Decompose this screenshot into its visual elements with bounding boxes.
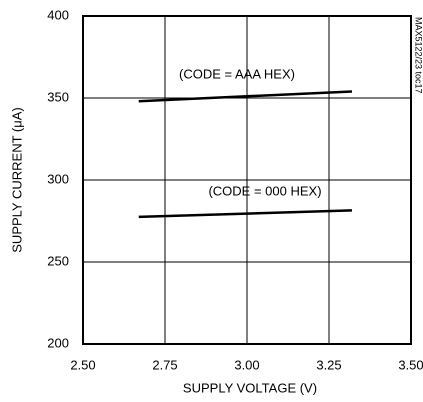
x-tick-label: 2.75 bbox=[152, 357, 177, 372]
x-tick-label: 3.50 bbox=[398, 357, 423, 372]
y-tick-label: 400 bbox=[47, 7, 69, 22]
x-tick-label: 2.50 bbox=[70, 357, 95, 372]
y-tick-label: 200 bbox=[47, 335, 69, 350]
series-line bbox=[138, 90, 353, 103]
x-axis-label: SUPPLY VOLTAGE (V) bbox=[183, 380, 317, 395]
y-tick-label: 300 bbox=[47, 171, 69, 186]
series-line bbox=[138, 209, 352, 219]
y-tick-label: 350 bbox=[47, 89, 69, 104]
series-label: (CODE = AAA HEX) bbox=[179, 66, 295, 81]
series-label: (CODE = 000 HEX) bbox=[208, 183, 321, 198]
figure-note: MAX5122/23 toc17 bbox=[414, 17, 423, 94]
y-axis-label: SUPPLY CURRENT (μA) bbox=[9, 107, 24, 252]
plot-frame bbox=[82, 15, 412, 345]
x-tick-label: 3.00 bbox=[234, 357, 259, 372]
y-tick-label: 250 bbox=[47, 253, 69, 268]
x-tick-label: 3.25 bbox=[316, 357, 341, 372]
